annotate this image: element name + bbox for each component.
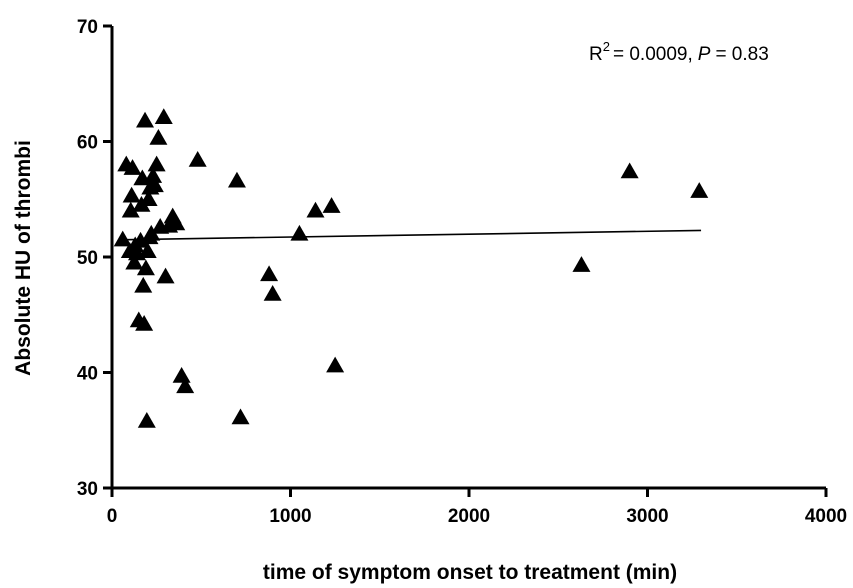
data-point (232, 409, 250, 425)
data-point (690, 182, 708, 198)
x-tick-label: 2000 (448, 506, 490, 527)
data-point (306, 202, 324, 218)
r-symbol: R (589, 44, 603, 65)
r-value: = 0.0009, (613, 44, 693, 65)
data-point (123, 187, 141, 203)
data-point (136, 112, 154, 128)
regression-line (126, 230, 701, 239)
data-point (134, 277, 152, 293)
p-symbol: P (698, 44, 711, 65)
y-axis-title: Absolute HU of thrombi (12, 140, 35, 376)
y-tick-label: 40 (77, 364, 98, 385)
x-tick-label: 0 (107, 506, 118, 527)
data-point (290, 225, 308, 241)
y-tick-label: 50 (77, 248, 98, 269)
data-point (326, 357, 344, 373)
data-point (149, 129, 167, 145)
plot-area: 0 1000 2000 3000 4000 30 40 50 60 70 (77, 17, 847, 527)
data-point (155, 108, 173, 124)
data-point (138, 412, 156, 428)
x-tick-label: 1000 (269, 506, 311, 527)
y-axis-ticks: 30 40 50 60 70 (77, 17, 112, 500)
data-point (264, 285, 282, 301)
data-points (114, 108, 709, 428)
data-point (148, 156, 166, 172)
data-point (260, 265, 278, 281)
x-axis-ticks: 0 1000 2000 3000 4000 (107, 488, 847, 527)
data-point (228, 172, 246, 188)
x-tick-label: 3000 (626, 506, 668, 527)
data-point (189, 151, 207, 167)
y-tick-label: 30 (77, 479, 98, 500)
data-point (621, 163, 639, 179)
y-tick-label: 70 (77, 17, 98, 38)
r-exponent: 2 (603, 39, 610, 54)
x-axis-title: time of symptom onset to treatment (min) (263, 561, 677, 584)
x-tick-label: 4000 (805, 506, 847, 527)
data-point (323, 197, 341, 213)
data-point (572, 256, 590, 272)
data-point (173, 367, 191, 383)
y-tick-label: 60 (77, 133, 98, 154)
stats-annotation: R2 = 0.0009, P = 0.83 (589, 39, 769, 65)
p-value: = 0.83 (715, 44, 768, 65)
data-point (157, 268, 175, 284)
